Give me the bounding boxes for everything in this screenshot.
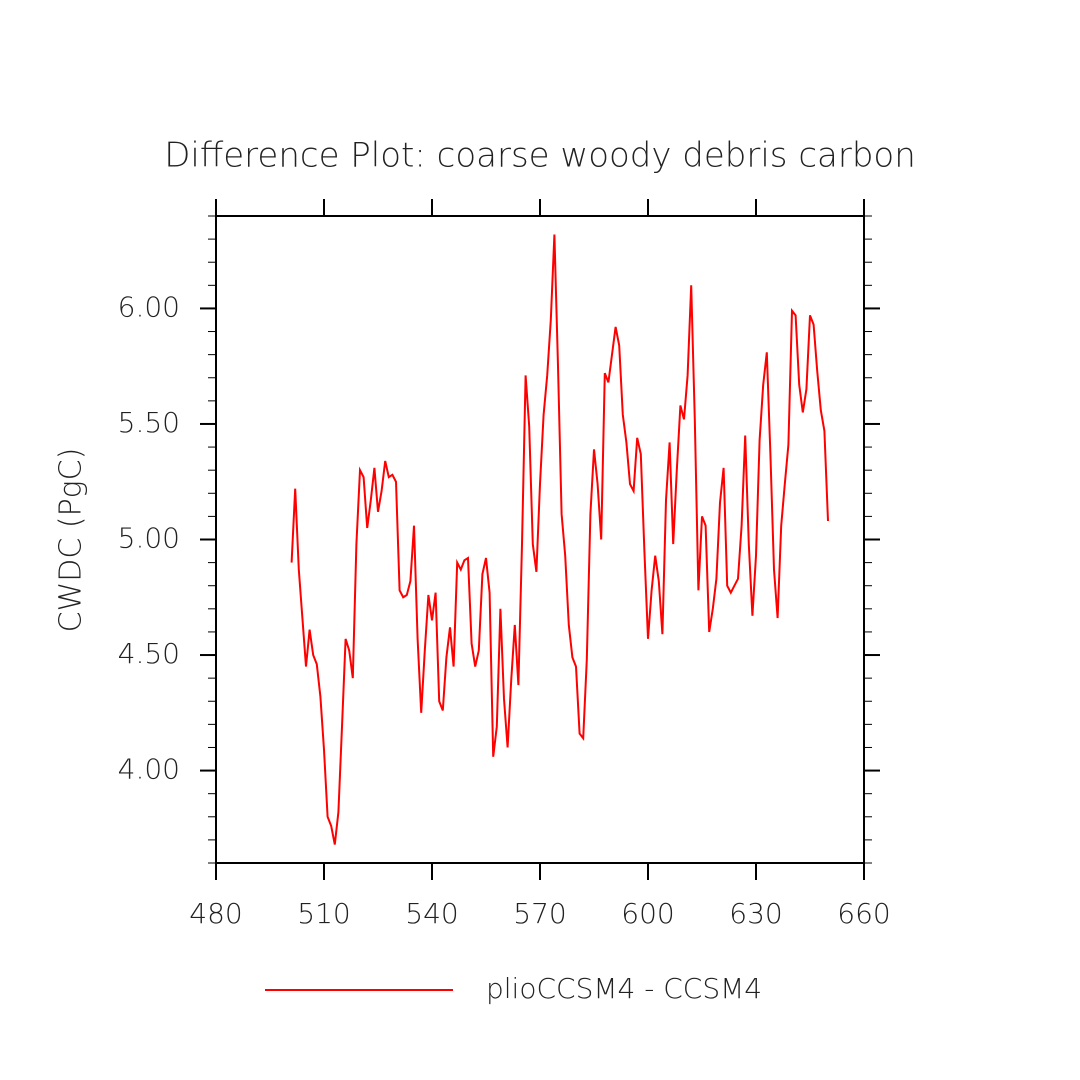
y-tick-label: 4.50 — [118, 637, 180, 670]
x-tick-label: 600 — [621, 897, 674, 930]
x-tick-label: 630 — [729, 897, 782, 930]
x-tick-label: 570 — [513, 897, 566, 930]
x-tick-label: 540 — [405, 897, 458, 930]
chart-title: Difference Plot: coarse woody debris car… — [164, 136, 916, 176]
legend-label: plioCCSM4 - CCSM4 — [486, 972, 762, 1005]
y-tick-label: 4.00 — [118, 753, 180, 786]
y-tick-label: 5.00 — [118, 522, 180, 555]
y-axis-label: CWDC (PgC) — [54, 448, 89, 633]
data-line — [290, 234, 829, 845]
y-tick-label: 6.00 — [118, 290, 180, 323]
x-tick-label: 510 — [297, 897, 350, 930]
x-tick-label: 660 — [837, 897, 890, 930]
plot-frame — [215, 215, 865, 864]
x-tick-label: 480 — [189, 897, 242, 930]
y-tick-label: 5.50 — [118, 406, 180, 439]
